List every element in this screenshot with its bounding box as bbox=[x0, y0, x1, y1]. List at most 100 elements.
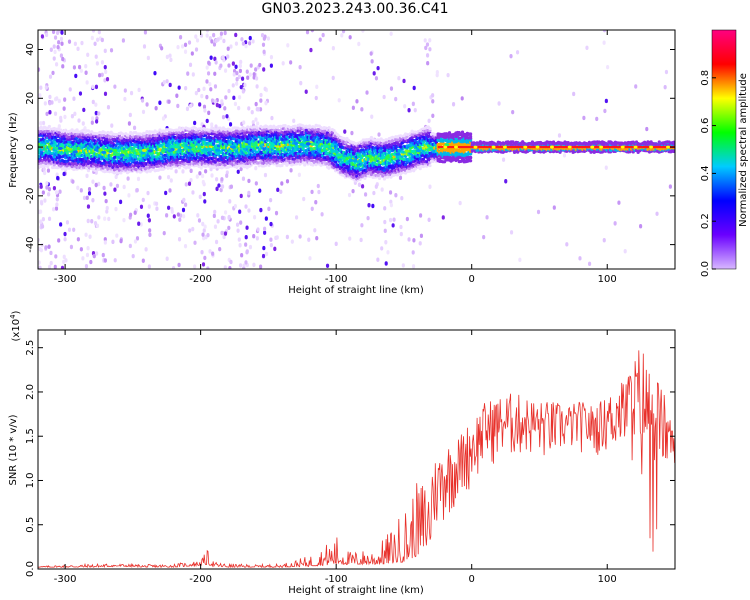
spectrogram-cell bbox=[426, 60, 430, 66]
spectrogram-image bbox=[38, 30, 675, 269]
spectrogram-cell bbox=[668, 184, 672, 189]
spectrogram-cell bbox=[269, 54, 274, 60]
spectrogram-cell bbox=[55, 30, 60, 36]
spectrogram-cell bbox=[240, 76, 245, 81]
spectrogram-cell bbox=[382, 94, 386, 100]
spectrogram-cell bbox=[110, 123, 114, 128]
spectrogram-cell bbox=[355, 99, 359, 104]
spectrogram-cell bbox=[205, 118, 209, 124]
spectrogram-cell bbox=[407, 237, 411, 242]
spectrogram-cell bbox=[285, 179, 290, 184]
spectrogram-cell bbox=[89, 259, 93, 265]
spectrogram-cell bbox=[40, 34, 45, 39]
spectrogram-cell bbox=[137, 221, 141, 226]
spectrogram-cell bbox=[269, 237, 273, 242]
spectrogram-cell bbox=[195, 130, 199, 134]
spectrogram-cell bbox=[482, 234, 486, 240]
spectrogram-cell bbox=[113, 258, 117, 263]
spectrogram-cell bbox=[431, 93, 435, 98]
spectrogram-cell bbox=[274, 210, 279, 216]
spectrogram-cell bbox=[262, 245, 266, 251]
spectrogram-cell bbox=[209, 166, 213, 172]
spectrogram-cell bbox=[360, 156, 364, 160]
spectrogram-cell bbox=[343, 129, 347, 134]
spectrogram-cell bbox=[41, 190, 45, 195]
spectrogram-cell bbox=[90, 35, 94, 41]
spectrogram-cell bbox=[411, 250, 415, 255]
spectrogram-cell bbox=[603, 108, 607, 114]
spectrogram-cell bbox=[256, 227, 260, 232]
spectrogram-cell bbox=[269, 242, 273, 248]
spectrogram-cell bbox=[227, 215, 231, 221]
spectrogram-cell bbox=[177, 126, 182, 130]
spectrogram-cell bbox=[389, 86, 394, 91]
spectrogram-cell bbox=[100, 72, 104, 78]
spectrogram-cell bbox=[314, 199, 318, 205]
spectrogram-cell bbox=[184, 85, 188, 91]
spectrogram-cell bbox=[94, 182, 98, 188]
spectrogram-cell bbox=[252, 234, 256, 239]
spectrogram-cell bbox=[261, 42, 266, 47]
spectrogram-cell bbox=[187, 40, 192, 45]
spectrogram-cell bbox=[320, 212, 324, 217]
spectrogram-cell bbox=[123, 96, 127, 102]
spectrogram-cell bbox=[198, 171, 202, 176]
spectrogram-cell bbox=[245, 69, 249, 74]
spectrogram-cell bbox=[208, 36, 212, 41]
spectrogram-cell bbox=[299, 80, 303, 86]
spectrogram-cell bbox=[39, 209, 43, 214]
spectrogram-cell bbox=[84, 232, 88, 238]
spectrogram-cell bbox=[133, 239, 138, 244]
spectrogram-cell bbox=[70, 128, 74, 132]
spectrogram-cell bbox=[365, 90, 369, 95]
spectrogram-cell bbox=[254, 165, 258, 171]
spectrogram-cell bbox=[228, 122, 233, 127]
spectrogram-cell bbox=[55, 172, 59, 177]
spectrogram-cell bbox=[61, 64, 65, 69]
spectrogram-cell bbox=[189, 177, 193, 183]
spectrogram-cell bbox=[103, 64, 107, 70]
spectrogram-cell bbox=[389, 199, 393, 204]
spectrogram-cell bbox=[197, 87, 201, 93]
spectrogram-cell bbox=[158, 175, 162, 180]
spectrogram-cell bbox=[219, 187, 223, 193]
spectrogram-cell bbox=[147, 204, 151, 209]
spectrogram-cell bbox=[65, 151, 69, 155]
spectrogram-cell bbox=[431, 113, 435, 118]
spectrogram-cell bbox=[181, 169, 185, 174]
spectrogram-cell bbox=[109, 48, 114, 53]
spectrogram-cell bbox=[224, 95, 228, 100]
spectrogram-cell bbox=[348, 236, 352, 241]
spectrogram-cell bbox=[290, 239, 294, 244]
spectrogram-cell bbox=[186, 71, 190, 76]
spectrogram-cell bbox=[87, 191, 92, 196]
spectrogram-cell bbox=[238, 68, 243, 74]
spectrogram-cell bbox=[188, 62, 193, 68]
spectrogram-cell bbox=[242, 120, 246, 125]
spectrogram-cell bbox=[129, 130, 133, 135]
spectrogram-cell bbox=[52, 185, 57, 191]
spectrogram-cell bbox=[146, 213, 150, 218]
spectrogram-cell bbox=[394, 192, 398, 198]
spectrogram-cell bbox=[286, 43, 290, 48]
spectrogram-cell bbox=[45, 111, 49, 117]
spectrogram-cell bbox=[101, 252, 105, 258]
spectrogram-cell bbox=[73, 111, 77, 117]
spectrogram-cell bbox=[209, 55, 213, 60]
spectrogram-cell bbox=[412, 85, 416, 91]
spectrogram-cell bbox=[213, 224, 218, 229]
spectrogram-cell bbox=[54, 62, 59, 67]
spectrogram-cell bbox=[51, 30, 56, 35]
spectrogram-cell bbox=[94, 102, 98, 107]
spectrogram-cell bbox=[222, 38, 226, 44]
spectrogram-cell bbox=[180, 44, 185, 49]
spectrogram-cell bbox=[47, 124, 51, 129]
spectrogram-cell bbox=[244, 235, 248, 240]
spectrogram-cell bbox=[43, 198, 47, 203]
spectrogram-cell bbox=[163, 157, 167, 161]
spectrogram-cell bbox=[55, 197, 59, 202]
spectrogram-cell bbox=[77, 118, 81, 123]
spectrogram-cell bbox=[68, 87, 72, 92]
spectrogram-cell bbox=[220, 99, 224, 104]
spectrogram-cell bbox=[331, 75, 335, 81]
